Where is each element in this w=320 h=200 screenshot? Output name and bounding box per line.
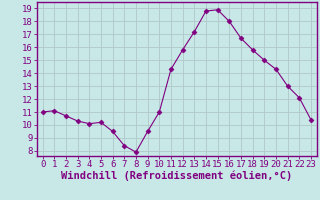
- X-axis label: Windchill (Refroidissement éolien,°C): Windchill (Refroidissement éolien,°C): [61, 171, 292, 181]
